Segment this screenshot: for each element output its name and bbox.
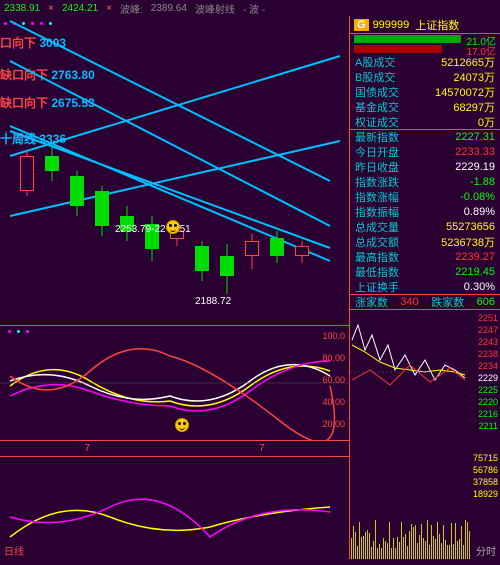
data-row: 权证成交0万 [350,114,500,129]
chart-area: 口向下 3003 缺口向下 2763.80 缺口向下 2675.53 十周线 2336… [0,16,350,559]
panel-header: G 999999 上证指数 [350,16,500,34]
smiley-icon [166,220,180,234]
dot-markers-2 [8,330,29,333]
stock-code: 999999 [373,19,410,31]
bottom-chart[interactable] [0,457,349,565]
y-tick: 100.0 [322,331,345,341]
dot-markers [4,22,52,25]
data-row: 总成交额5236738万 [350,234,500,249]
y-tick: 40.00 [322,397,345,407]
g-badge-icon: G [354,19,369,31]
val-1: 2338.91 [4,3,40,14]
data-row: 总成交量55273656 [350,219,500,234]
footer-right: 分时 [476,543,496,558]
intraday-chart[interactable]: 2251 2247 2243 2238 2234 2229 2225 2220 2216 2211… [350,309,500,559]
y-tick: 75715 [473,453,498,463]
data-row: 昨日收盘2229.19 [350,159,500,174]
gap-label: 缺口向下 2675.53 [0,94,95,111]
candlestick-chart[interactable]: 口向下 3003 缺口向下 2763.80 缺口向下 2675.53 十周线 2336… [0,16,349,326]
y-tick: 2238 [478,349,498,359]
dec-count: 606 [477,296,495,308]
gap-label: 缺口向下 2763.80 [0,66,95,83]
data-row: 上证换手0.30% [350,279,500,294]
data-row: 国债成交14570072万 [350,84,500,99]
y-tick: 60.00 [322,375,345,385]
data-row: 基金成交68297万 [350,99,500,114]
data-row: 指数涨幅-0.08% [350,189,500,204]
adv-count: 340 [400,296,418,308]
data-row: 最低指数2219.45 [350,264,500,279]
gap-label: 口向下 3003 [0,34,66,51]
bottom-lines [0,457,350,565]
data-row: 指数振幅0.89% [350,204,500,219]
x-tick: 7 [259,443,265,454]
price-annotation-2: 2188.72 [195,296,231,307]
x-axis: 7 7 [0,441,349,457]
top-status-bar: 2338.91 × 2424.21 × 波峰: 2389.64 波峰射线 - 波… [0,0,500,16]
dec-label: 跌家数 [431,294,464,310]
y-tick: 2234 [478,361,498,371]
smiley-icon [175,418,189,432]
y-tick: 2229 [478,373,498,383]
y-tick: 2247 [478,325,498,335]
data-row: 最新指数2227.31 [350,129,500,144]
data-row: 指数涨跌-1.88 [350,174,500,189]
y-tick: 2225 [478,385,498,395]
volume-bar-2: 17.0亿 [350,44,500,54]
y-tick: 2220 [478,397,498,407]
adv-label: 涨家数 [355,294,388,310]
data-row: B股成交24073万 [350,69,500,84]
wave-label: - 波 - [243,1,265,16]
price-annotation-1: 2253.79-2251 [115,218,191,235]
y-tick: 2251 [478,313,498,323]
y-tick: 20.00 [322,419,345,429]
ray-label: 波峰射线 [195,1,235,16]
peak-label: 波峰: [120,1,143,16]
y-tick: 2216 [478,409,498,419]
footer-left: 日线 [4,543,24,558]
side-panel: G 999999 上证指数 21.0亿 17.0亿 A股成交5212665万B股… [350,16,500,559]
data-row: 今日开盘2233.33 [350,144,500,159]
x-tick: 7 [84,443,90,454]
stock-name: 上证指数 [415,17,459,33]
intraday-volume [350,514,470,559]
y-tick: 18929 [473,489,498,499]
y-tick: 37858 [473,477,498,487]
gap-label: 十周线 2336 [0,130,66,147]
data-row: 最高指数2239.27 [350,249,500,264]
oscillator-chart[interactable]: 100.0 80.00 60.00 40.00 20.00 [0,326,349,441]
peak-value: 2389.64 [151,3,187,14]
val-2: 2424.21 [62,3,98,14]
y-tick: 56786 [473,465,498,475]
y-tick: 80.00 [322,353,345,363]
advance-decline: 涨家数 340 跌家数 606 [350,294,500,309]
y-tick: 2211 [479,421,498,431]
y-tick: 2243 [478,337,498,347]
